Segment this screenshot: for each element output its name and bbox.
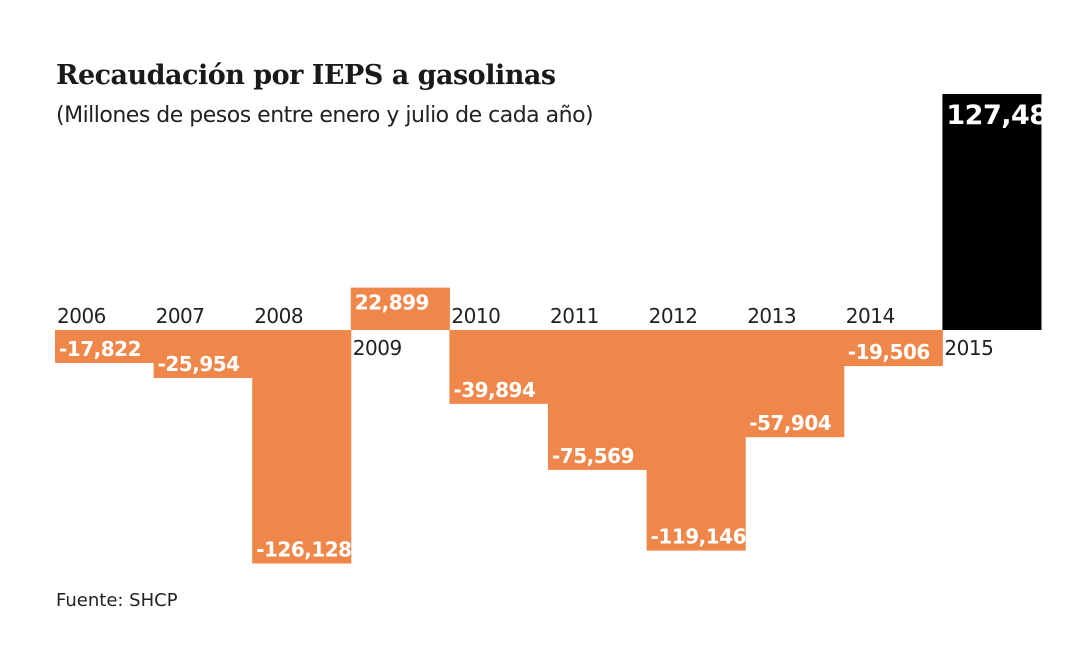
year-label-2009: 2009 [353, 336, 402, 360]
year-label-2013: 2013 [747, 304, 796, 328]
year-label-2008: 2008 [254, 304, 303, 328]
bar-2014 [843, 330, 943, 367]
value-label-2006: -17,822 [59, 337, 141, 361]
bar-2010 [449, 330, 549, 404]
bar-2015 [942, 94, 1042, 330]
chart-subtitle: (Millones de pesos entre enero y julio d… [56, 103, 594, 128]
bar-2013 [745, 330, 845, 438]
value-label-2012: -119,146 [651, 525, 746, 549]
bar-2007 [153, 330, 253, 379]
year-label-2006: 2006 [57, 304, 106, 328]
year-label-2011: 2011 [550, 304, 599, 328]
source-note: Fuente: SHCP [56, 590, 178, 611]
year-label-2014: 2014 [846, 304, 895, 328]
value-label-2007: -25,954 [158, 352, 240, 376]
chart-title: Recaudación por IEPS a gasolinas [56, 60, 556, 91]
bar-2012 [646, 330, 746, 551]
year-label-2010: 2010 [451, 304, 500, 328]
value-label-2014: -19,506 [848, 340, 930, 364]
bar-2008 [252, 330, 352, 564]
value-label-2010: -39,894 [453, 378, 535, 402]
value-label-2013: -57,904 [749, 411, 831, 435]
value-label-2009: 22,899 [355, 291, 429, 315]
bar-2009 [350, 287, 450, 330]
value-label-2008: -126,128 [256, 537, 351, 561]
value-label-2015: 127,482 [946, 100, 1065, 131]
bar-2006 [55, 330, 155, 363]
year-label-2012: 2012 [649, 304, 698, 328]
value-label-2011: -75,569 [552, 444, 634, 468]
year-label-2007: 2007 [156, 304, 205, 328]
bar-2011 [548, 330, 648, 470]
year-label-2015: 2015 [944, 336, 993, 360]
